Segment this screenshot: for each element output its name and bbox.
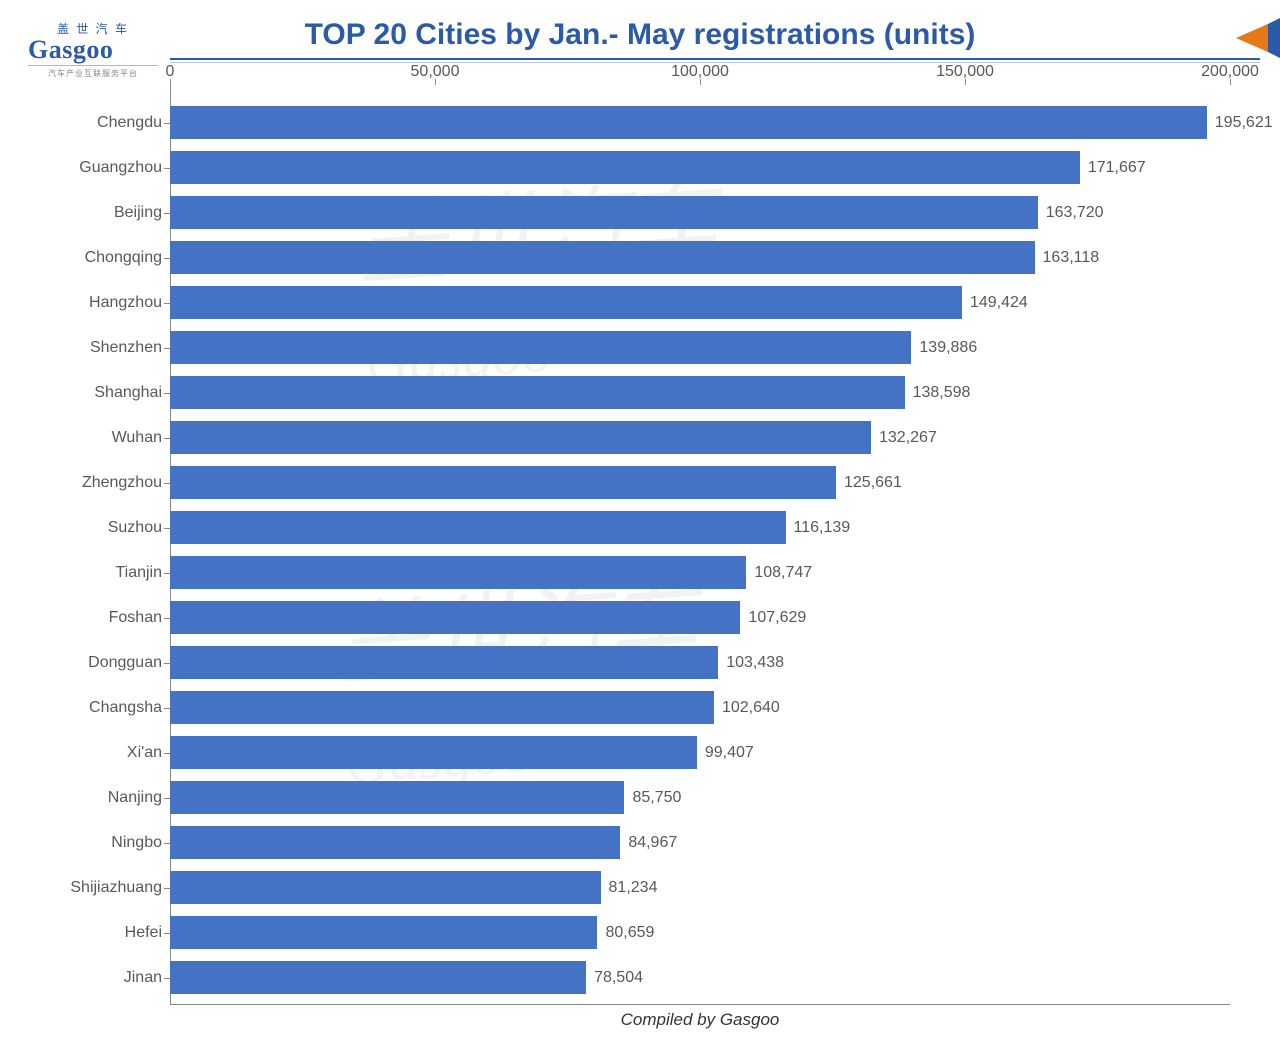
bar: [170, 511, 786, 544]
bar-category-label: Beijing: [2, 204, 162, 222]
bar-value-label: 116,139: [794, 519, 851, 537]
bar: [170, 376, 905, 409]
bar-value-label: 84,967: [628, 834, 677, 852]
bar-value-label: 80,659: [605, 924, 654, 942]
bar-category-label: Ningbo: [2, 834, 162, 852]
bar-category-label: Guangzhou: [2, 159, 162, 177]
bar: [170, 421, 871, 454]
bar-value-label: 139,886: [919, 339, 977, 357]
bar-category-label: Dongguan: [2, 654, 162, 672]
bar-row: Suzhou116,139: [170, 505, 1230, 550]
bar-row: Beijing163,720: [170, 190, 1230, 235]
bar: [170, 736, 697, 769]
bar-value-label: 107,629: [748, 609, 806, 627]
header: 盖 世 汽 车 Gasgoo 汽车产业互联服务平台 TOP 20 Cities …: [0, 0, 1280, 70]
title-underline: [170, 58, 1260, 60]
bar-row: Shijiazhuang81,234: [170, 865, 1230, 910]
bar-category-label: Tianjin: [2, 564, 162, 582]
x-tick-mark: [700, 79, 701, 85]
bar-row: Nanjing85,750: [170, 775, 1230, 820]
chart-title: TOP 20 Cities by Jan.- May registrations…: [0, 18, 1280, 52]
bar-value-label: 85,750: [632, 789, 681, 807]
bar-row: Changsha102,640: [170, 685, 1230, 730]
bar-category-label: Chongqing: [2, 249, 162, 267]
bar: [170, 916, 597, 949]
bar: [170, 646, 718, 679]
x-tick-mark: [1230, 79, 1231, 85]
bar-value-label: 132,267: [879, 429, 937, 447]
bar: [170, 556, 746, 589]
bar-value-label: 149,424: [970, 294, 1028, 312]
bar-row: Zhengzhou125,661: [170, 460, 1230, 505]
bar: [170, 241, 1035, 274]
bar-value-label: 102,640: [722, 699, 780, 717]
bar-value-label: 171,667: [1088, 159, 1146, 177]
chart-footer: Compiled by Gasgoo: [170, 1010, 1230, 1030]
bar-row: Shenzhen139,886: [170, 325, 1230, 370]
bar-row: Ningbo84,967: [170, 820, 1230, 865]
bar-row: Chengdu195,621: [170, 100, 1230, 145]
bar-category-label: Nanjing: [2, 789, 162, 807]
x-tick-mark: [965, 79, 966, 85]
bar-category-label: Xi'an: [2, 744, 162, 762]
bar-category-label: Suzhou: [2, 519, 162, 537]
bar-value-label: 81,234: [609, 879, 658, 897]
bar-row: Hefei80,659: [170, 910, 1230, 955]
bar-row: Hangzhou149,424: [170, 280, 1230, 325]
corner-arrow-icon: [1220, 18, 1280, 58]
bar-category-label: Zhengzhou: [2, 474, 162, 492]
bar: [170, 151, 1080, 184]
bar-row: Foshan107,629: [170, 595, 1230, 640]
bar: [170, 826, 620, 859]
bar: [170, 781, 624, 814]
bar-value-label: 125,661: [844, 474, 902, 492]
bar-row: Guangzhou171,667: [170, 145, 1230, 190]
bar-value-label: 99,407: [705, 744, 754, 762]
bar: [170, 691, 714, 724]
bars-container: Chengdu195,621Guangzhou171,667Beijing163…: [170, 100, 1230, 1000]
bar-value-label: 195,621: [1215, 114, 1273, 132]
bar-category-label: Wuhan: [2, 429, 162, 447]
bar-category-label: Shijiazhuang: [2, 879, 162, 897]
bar-value-label: 163,720: [1046, 204, 1104, 222]
bar-value-label: 138,598: [913, 384, 971, 402]
bar-row: Xi'an99,407: [170, 730, 1230, 775]
bar-row: Jinan78,504: [170, 955, 1230, 1000]
bar: [170, 331, 911, 364]
bar: [170, 871, 601, 904]
bar-row: Chongqing163,118: [170, 235, 1230, 280]
bar-value-label: 163,118: [1043, 249, 1100, 267]
bar-category-label: Hefei: [2, 924, 162, 942]
logo-subtitle: 汽车产业互联服务平台: [28, 65, 158, 79]
bar-category-label: Jinan: [2, 969, 162, 987]
bar-category-label: Shanghai: [2, 384, 162, 402]
bar-value-label: 78,504: [594, 969, 643, 987]
bar-category-label: Shenzhen: [2, 339, 162, 357]
bar: [170, 286, 962, 319]
bar-row: Dongguan103,438: [170, 640, 1230, 685]
bar-category-label: Foshan: [2, 609, 162, 627]
bar: [170, 196, 1038, 229]
bar: [170, 601, 740, 634]
bar-row: Shanghai138,598: [170, 370, 1230, 415]
x-tick-mark: [170, 79, 171, 85]
bar: [170, 106, 1207, 139]
bar-row: Tianjin108,747: [170, 550, 1230, 595]
bar: [170, 466, 836, 499]
bar-value-label: 108,747: [754, 564, 812, 582]
bar-category-label: Chengdu: [2, 114, 162, 132]
bar-row: Wuhan132,267: [170, 415, 1230, 460]
x-tick-mark: [435, 79, 436, 85]
bar-value-label: 103,438: [726, 654, 784, 672]
bar: [170, 961, 586, 994]
bar-category-label: Changsha: [2, 699, 162, 717]
bar-category-label: Hangzhou: [2, 294, 162, 312]
